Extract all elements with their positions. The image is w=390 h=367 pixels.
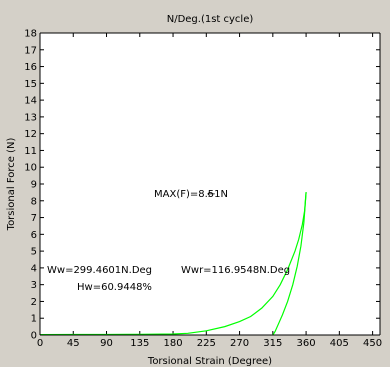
y-tick-label: 5 [31,247,37,258]
y-tick-label: 18 [24,29,37,40]
series-line-unloading [272,192,307,336]
ww-annotation: Ww=299.4601N.Deg [47,265,152,276]
y-tick-label: 15 [24,79,37,90]
x-tick-label: 135 [130,338,149,349]
y-tick-label: 8 [31,196,37,207]
x-axis-ticks: 0 45 90 135 180 225 270 315 360 405 450 [37,33,382,349]
y-tick-label: 7 [31,213,37,224]
y-tick-label: 16 [24,62,37,73]
x-tick-label: 315 [263,338,282,349]
max-force-annotation: MAX(F)=8.51N [154,189,228,200]
x-tick-label: 450 [363,338,382,349]
y-tick-label: 13 [24,112,37,123]
x-tick-label: 405 [330,338,349,349]
x-tick-label: 225 [197,338,216,349]
x-axis-label: Torsional Strain (Degree) [147,356,272,367]
chart-title: N/Deg.(1st cycle) [167,14,254,25]
x-tick-label: 0 [37,338,43,349]
y-tick-label: 3 [31,280,37,291]
y-tick-label: 17 [24,45,37,56]
x-tick-label: 90 [100,338,113,349]
wwr-annotation: Wwr=116.9548N.Deg [181,265,290,276]
y-tick-label: 6 [31,230,37,241]
y-tick-label: 9 [31,180,37,191]
y-tick-label: 2 [31,297,37,308]
x-tick-label: 180 [163,338,182,349]
y-tick-label: 12 [24,129,37,140]
series-layer [39,192,307,336]
y-tick-label: 1 [31,314,37,325]
y-tick-label: 0 [31,331,37,342]
plot-area [40,33,380,335]
x-tick-label: 45 [67,338,80,349]
y-axis-label: Torsional Force (N) [6,138,17,232]
y-tick-label: 4 [31,263,37,274]
series-line-loading [39,192,307,336]
y-tick-label: 10 [24,163,37,174]
x-tick-label: 360 [297,338,316,349]
max-arrow-annotation: ← [207,189,215,200]
hw-annotation: Hw=60.9448% [77,282,152,293]
y-tick-label: 14 [24,96,37,107]
x-tick-label: 270 [230,338,249,349]
y-tick-label: 11 [24,146,37,157]
